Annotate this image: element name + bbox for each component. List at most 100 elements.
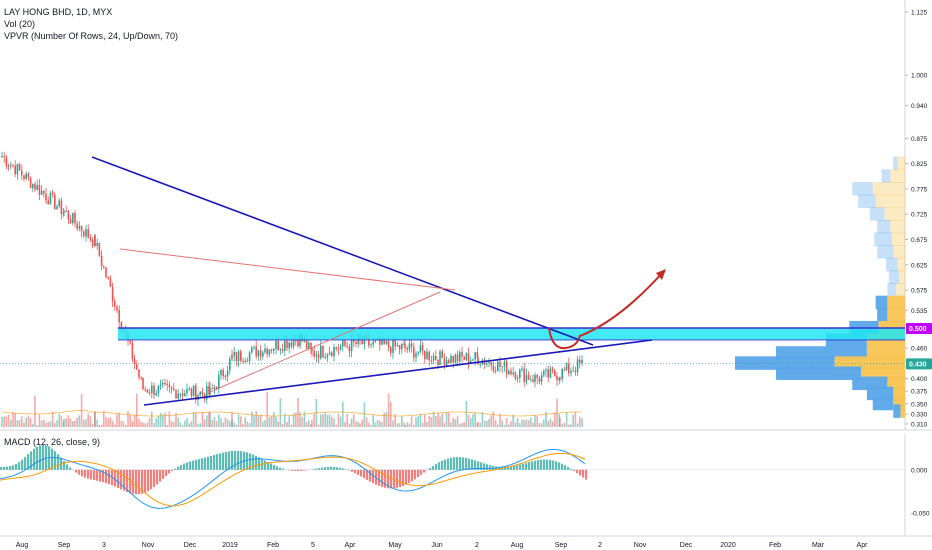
volume-bar (568, 424, 570, 427)
macd-histogram-bar (510, 466, 513, 470)
macd-signal-line (0, 452, 586, 507)
macd-legend[interactable]: MACD (12, 26, close, 9) (4, 437, 101, 447)
candle-body (136, 363, 138, 370)
macd-histogram-bar (30, 451, 33, 470)
macd-histogram-bar (327, 466, 330, 470)
candle-body (461, 352, 463, 357)
volume-profile-up-bar (875, 295, 888, 310)
macd-histogram-bar (429, 468, 432, 470)
macd-histogram-bar (570, 468, 573, 470)
volume-bar (63, 418, 65, 427)
volume-bar (437, 413, 439, 427)
volume-bar (87, 413, 89, 427)
macd-histogram-bar (54, 451, 57, 470)
volume-bar (179, 422, 182, 427)
volume-bar (554, 412, 556, 427)
time-tick-label: Dec (680, 542, 693, 549)
macd-histogram-bar (567, 467, 570, 470)
candle-body (229, 358, 231, 371)
macd-histogram-bar (504, 466, 507, 470)
volume-bar (525, 419, 528, 427)
macd-histogram-bar (378, 469, 381, 486)
candle-body (443, 358, 446, 366)
vpvr-legend[interactable]: VPVR (Number Of Rows, 24, Up/Down, 70) (4, 31, 179, 41)
volume-ma-line (1, 409, 583, 417)
candle-body (103, 266, 105, 268)
candle-body (492, 365, 495, 371)
volume-profile-up-bar (885, 257, 898, 272)
volume-bar (164, 412, 166, 427)
volume-bar (56, 420, 58, 427)
volume-bar (275, 416, 277, 427)
macd-histogram-bar (213, 455, 216, 470)
macd-histogram-bar (168, 469, 171, 474)
volume-bar (390, 401, 392, 427)
candle-body (297, 340, 299, 347)
macd-histogram-bar (33, 448, 36, 470)
volume-bar (192, 411, 195, 427)
volume-bar (432, 411, 435, 427)
macd-histogram-bar (252, 454, 255, 470)
macd-histogram-bar (552, 460, 555, 470)
macd-histogram-bar (6, 466, 9, 470)
candle-body (339, 346, 342, 350)
macd-histogram-bar (342, 468, 345, 470)
macd-histogram-bar (231, 450, 234, 470)
candle-body (313, 351, 315, 357)
candle-body (403, 343, 405, 345)
candle-body (237, 351, 240, 362)
macd-histogram-bar (444, 459, 447, 470)
macd-histogram-bar (273, 465, 276, 470)
candle-body (253, 346, 255, 348)
candle-body (394, 339, 396, 347)
volume-bar (474, 413, 476, 427)
volume-legend[interactable]: Vol (20) (4, 19, 36, 29)
candle-body (184, 393, 186, 396)
candle-body (503, 361, 506, 367)
candle-body (574, 370, 577, 373)
volume-bar (288, 416, 290, 427)
candle-body (424, 350, 426, 360)
volume-bar (83, 419, 85, 427)
macd-histogram-bar (540, 459, 543, 470)
candle-body (262, 352, 264, 357)
macd-histogram-bar (435, 464, 438, 470)
macd-histogram-bar (417, 469, 420, 478)
volume-profile-up-bar (869, 207, 885, 221)
candle-body (78, 226, 81, 229)
volume-profile-down-bar (893, 396, 905, 411)
candle-body (29, 177, 32, 189)
candle-body (235, 352, 238, 362)
volume-bar (242, 424, 244, 427)
candle-body (328, 352, 331, 355)
volume-bar (5, 417, 8, 427)
volume-bar (363, 402, 366, 427)
volume-bar (290, 424, 293, 427)
price-tick-label: 0.825 (911, 161, 928, 168)
time-tick-label: Jun (431, 542, 442, 549)
volume-bar (415, 417, 417, 427)
volume-bar (439, 416, 441, 427)
volume-bar (240, 416, 242, 427)
time-tick-label: Dec (184, 542, 197, 549)
macd-histogram-bar (162, 469, 165, 479)
macd-histogram-bar (276, 466, 279, 470)
volume-profile-up-bar (858, 194, 876, 209)
symbol-legend[interactable]: LAY HONG BHD, 1D, MYX (4, 7, 113, 17)
volume-bar (579, 416, 581, 427)
candle-body (565, 363, 568, 371)
volume-bar (486, 420, 488, 427)
arrowhead (656, 269, 666, 280)
volume-bar (499, 413, 501, 427)
price-tick-label: 0.940 (911, 103, 928, 110)
volume-profile-down-bar (897, 156, 905, 171)
candle-body (87, 229, 89, 238)
macd-histogram-bar (582, 469, 585, 478)
candle-body (233, 352, 235, 356)
volume-bar (96, 419, 98, 427)
volume-bar (67, 415, 70, 427)
candle-body (497, 361, 499, 372)
volume-bar (94, 411, 96, 427)
volume-bar (339, 416, 342, 427)
